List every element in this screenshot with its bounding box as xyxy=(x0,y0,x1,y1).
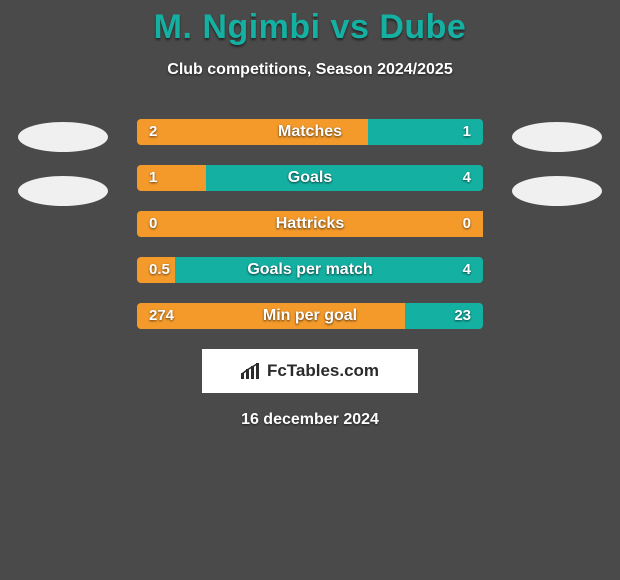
value-right: 23 xyxy=(454,303,471,329)
bar-track: 14 xyxy=(137,165,483,191)
brand-badge[interactable]: FcTables.com xyxy=(202,349,418,393)
bar-left xyxy=(137,165,206,191)
bar-right xyxy=(206,165,483,191)
date-text: 16 december 2024 xyxy=(0,411,620,429)
comparison-infographic: M. Ngimbi vs Dube Club competitions, Sea… xyxy=(0,0,620,580)
team-badge-right xyxy=(512,122,602,152)
value-right: 1 xyxy=(463,119,471,145)
value-left: 2 xyxy=(149,119,157,145)
bar-chart-icon xyxy=(241,363,261,379)
subtitle: Club competitions, Season 2024/2025 xyxy=(0,61,620,79)
value-left: 274 xyxy=(149,303,174,329)
team-badge-left xyxy=(18,122,108,152)
brand-text: FcTables.com xyxy=(267,361,379,381)
bar-left xyxy=(137,119,368,145)
page-title: M. Ngimbi vs Dube xyxy=(0,0,620,47)
value-right: 0 xyxy=(463,211,471,237)
value-right: 4 xyxy=(463,257,471,283)
bar-left xyxy=(137,211,483,237)
bar-track: 274 23 xyxy=(137,303,483,329)
bar-track: 0.54 xyxy=(137,257,483,283)
stat-row: 0.54Goals per match xyxy=(0,257,620,283)
bar-right xyxy=(175,257,483,283)
value-left: 0.5 xyxy=(149,257,170,283)
value-left: 0 xyxy=(149,211,157,237)
stat-row: 27423Min per goal xyxy=(0,303,620,329)
bar-right xyxy=(405,303,483,329)
bar-track: 21 xyxy=(137,119,483,145)
team-badge-right xyxy=(512,176,602,206)
value-left: 1 xyxy=(149,165,157,191)
bar-left xyxy=(137,303,405,329)
comparison-chart: 21Matches14Goals00Hattricks0.54Goals per… xyxy=(0,119,620,329)
stat-row: 00Hattricks xyxy=(0,211,620,237)
team-badge-left xyxy=(18,176,108,206)
bar-track: 00 xyxy=(137,211,483,237)
value-right: 4 xyxy=(463,165,471,191)
